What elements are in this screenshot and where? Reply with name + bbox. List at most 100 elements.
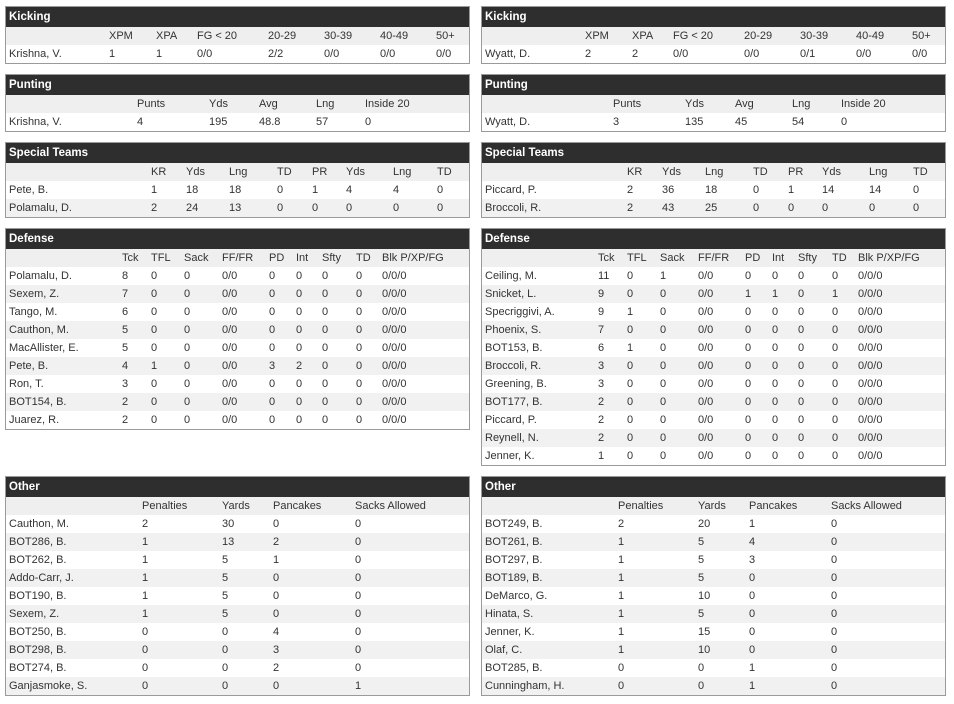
header-cell	[482, 249, 595, 267]
player-name: BOT154, B.	[6, 393, 119, 411]
stat-cell: 0	[910, 199, 945, 217]
player-name: Phoenix, S.	[482, 321, 595, 339]
header-cell: KR	[624, 163, 659, 181]
data-row: BOT285, B. 0 0 1 0	[482, 659, 945, 677]
header-cell: Yds	[206, 95, 256, 113]
stat-cell: 0	[832, 450, 839, 462]
player-name: DeMarco, G.	[485, 590, 548, 602]
player-name: Polamalu, D.	[9, 270, 72, 282]
header-cell: Sacks Allowed	[828, 497, 945, 515]
stat-cell: 1	[769, 285, 795, 303]
header-cell: Lng	[390, 163, 434, 181]
stat-cell: 0	[270, 605, 352, 623]
data-row: Cauthon, M. 5 0 0 0/0 0 0 0 0 0/0/0	[6, 321, 469, 339]
header-cell: Sacks Allowed	[352, 497, 469, 515]
stat-cell: 0	[660, 450, 667, 462]
player-name: Hinata, S.	[482, 605, 615, 623]
stat-cell: 0	[698, 662, 705, 674]
stat-cell: 0/0/0	[382, 378, 407, 390]
stat-cell: 0	[772, 450, 779, 462]
stat-cell: 0	[353, 357, 379, 375]
stat-table: KR Yds Lng TD PR Yds Lng TD Piccard, P. 2 36 18 0 1 14…	[482, 163, 945, 217]
stat-cell: 0	[829, 357, 855, 375]
stat-cell: 25	[702, 199, 750, 217]
stat-cell: 0	[181, 321, 219, 339]
header-cell: Yds	[682, 95, 732, 113]
section-title: Special Teams	[482, 143, 945, 163]
stat-cell: 0/0	[912, 48, 928, 60]
stat-cell: 0	[832, 270, 839, 282]
player-name: Specriggivi, A.	[485, 306, 555, 318]
stat-table: XPM XPA FG < 20 20-29 30-39 40-49 50+ Wyatt, D.…	[482, 27, 945, 63]
stat-cell: 0	[657, 357, 695, 375]
stat-cell: 0/0	[324, 48, 340, 60]
stat-cell: 5	[219, 605, 270, 623]
player-name: Cauthon, M.	[9, 518, 69, 530]
data-row: Piccard, P. 2 0 0 0/0 0 0 0 0 0/0/0	[482, 411, 945, 429]
data-row: Krishna, V. 4 195 48.8 57 0	[6, 113, 469, 131]
stat-cell: 0	[352, 605, 469, 623]
stat-cell: 4	[119, 357, 148, 375]
stat-cell: 0	[627, 450, 634, 462]
stat-cell: 4	[137, 116, 144, 128]
player-name: Polamalu, D.	[6, 199, 148, 217]
header-row: Penalties Yards Pancakes Sacks Allowed	[6, 497, 469, 515]
data-row: Addo-Carr, J. 1 5 0 0	[6, 569, 469, 587]
player-name: Sexem, Z.	[6, 285, 119, 303]
stat-cell: 0	[831, 662, 838, 674]
stat-cell: 2	[627, 184, 634, 196]
stat-cell: 0	[181, 393, 219, 411]
stat-cell: 0	[828, 605, 945, 623]
section-title: Defense	[482, 229, 945, 249]
header-cell	[482, 27, 582, 45]
header-cell: XPM	[582, 27, 629, 45]
stat-cell: 1	[618, 590, 625, 602]
stat-cell: 0	[624, 285, 657, 303]
stat-cell: 0/0	[219, 393, 266, 411]
stat-cell: 3	[266, 357, 293, 375]
data-row: Juarez, R. 2 0 0 0/0 0 0 0 0 0/0/0	[6, 411, 469, 429]
stat-section: Other Penalties Yards Pancakes Sacks Allowed…	[481, 476, 946, 696]
stat-cell: 30	[222, 518, 235, 530]
header-cell: TD	[274, 163, 309, 181]
stat-cell: 5	[119, 321, 148, 339]
data-row: Pete, B. 1 18 18 0 1 4 4 0	[6, 181, 469, 199]
data-row: Wyatt, D. 3 135 45 54 0	[482, 113, 945, 131]
stat-cell: 0/0	[744, 48, 760, 60]
player-name: Sexem, Z.	[6, 605, 139, 623]
stat-cell: 0/0/0	[379, 357, 469, 375]
stat-cell: 0	[273, 590, 280, 602]
header-cell: 40-49	[377, 27, 433, 45]
stat-cell: 1	[618, 626, 625, 638]
stat-cell: 2	[632, 48, 639, 60]
header-cell: TD	[829, 249, 855, 267]
header-cell: Sack	[657, 249, 695, 267]
data-row: Sexem, Z. 7 0 0 0/0 0 0 0 0 0/0/0	[6, 285, 469, 303]
stat-section: Punting Punts Yds Avg Lng Inside 20 Wyatt, D. 3…	[481, 74, 946, 132]
stat-cell: 4	[746, 533, 828, 551]
section-title: Punting	[482, 75, 945, 95]
stat-cell: 0	[772, 378, 779, 390]
stat-cell: 0	[356, 378, 363, 390]
stat-cell: 7	[119, 285, 148, 303]
player-name: Ceiling, M.	[485, 270, 537, 282]
stat-cell: 0/0	[197, 48, 213, 60]
stat-cell: 0	[866, 199, 910, 217]
data-row: DeMarco, G. 1 10 0 0	[482, 587, 945, 605]
stat-cell: 0/0	[222, 306, 238, 318]
stat-cell: 0	[828, 677, 945, 695]
stat-cell: 0	[319, 393, 353, 411]
stat-cell: 0	[624, 321, 657, 339]
stat-cell: 0/0	[673, 48, 689, 60]
stat-cell: 0/0/0	[382, 270, 407, 282]
header-cell: Int	[293, 249, 319, 267]
header-row: XPM XPA FG < 20 20-29 30-39 40-49 50+	[6, 27, 469, 45]
stat-cell: 0/0/0	[858, 414, 883, 426]
stat-cell: 0	[293, 285, 319, 303]
header-cell: Yds	[819, 163, 866, 181]
stat-cell: 0/1	[800, 48, 816, 60]
data-row: Ceiling, M. 11 0 1 0/0 0 0 0 0 0/0/0	[482, 267, 945, 285]
stat-cell: 1	[615, 569, 695, 587]
stat-cell: 0/0	[698, 270, 714, 282]
stat-cell: 57	[316, 116, 329, 128]
